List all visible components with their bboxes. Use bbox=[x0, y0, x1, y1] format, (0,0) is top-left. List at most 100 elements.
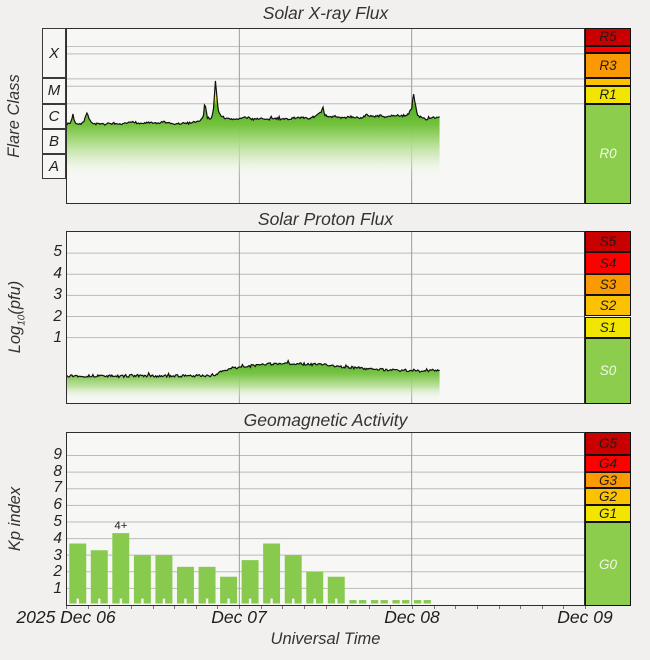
kp-ytick: 1 bbox=[53, 580, 62, 598]
kp-bar-notch bbox=[335, 598, 338, 604]
kp-bar bbox=[263, 543, 281, 604]
kp-bar-notch bbox=[162, 598, 166, 604]
scale-box-g4: G4 bbox=[585, 454, 631, 472]
x-minor-tick bbox=[109, 606, 111, 609]
kp-bar-notch bbox=[227, 598, 230, 604]
x-minor-tick bbox=[195, 606, 197, 609]
flare-class-box-c: C bbox=[42, 103, 66, 129]
x-minor-tick bbox=[303, 606, 305, 609]
kp-bar bbox=[133, 555, 151, 604]
scale-box-stripe bbox=[585, 78, 631, 86]
kp-bar bbox=[220, 576, 238, 604]
x-axis-label: Dec 09 bbox=[557, 607, 613, 627]
kp-ytick: 3 bbox=[53, 546, 62, 564]
x-minor-tick bbox=[541, 606, 543, 609]
kp-bar bbox=[306, 571, 324, 604]
kp-bar-notch bbox=[378, 598, 381, 604]
kp-bar bbox=[284, 555, 302, 604]
x-minor-tick bbox=[455, 606, 457, 609]
flare-class-box-b: B bbox=[42, 128, 66, 154]
kp-bar bbox=[155, 555, 173, 604]
kp-bar bbox=[176, 566, 194, 604]
s-scale-column: S5 S4 S3 S2 S1 S0 bbox=[585, 231, 631, 404]
scale-box-s0: S0 bbox=[585, 337, 631, 404]
x-minor-tick bbox=[347, 606, 349, 609]
scale-box-s4: S4 bbox=[585, 252, 631, 274]
x-minor-tick bbox=[412, 606, 413, 609]
scale-box-r1: R1 bbox=[585, 86, 631, 104]
x-minor-tick bbox=[130, 606, 132, 609]
scale-box-g5: G5 bbox=[585, 432, 631, 455]
xray-title: Solar X-ray Flux bbox=[262, 3, 389, 23]
proton-plot bbox=[67, 232, 584, 403]
x-minor-tick bbox=[66, 606, 67, 609]
scale-box-s2: S2 bbox=[585, 295, 631, 317]
x-minor-tick bbox=[563, 606, 565, 609]
kp-bar-notch bbox=[184, 598, 187, 604]
flux-line bbox=[67, 358, 440, 379]
xray-plot bbox=[67, 29, 584, 203]
proton-panel bbox=[66, 231, 585, 404]
flux-line bbox=[67, 80, 440, 126]
flare-class-ylabel: Flare Class bbox=[5, 74, 23, 158]
scale-box-g1: G1 bbox=[585, 505, 631, 522]
kp-ytick: 7 bbox=[53, 479, 62, 497]
x-minor-tick bbox=[368, 606, 370, 609]
scale-box-stripe bbox=[585, 45, 631, 54]
x-axis-label: Dec 08 bbox=[384, 607, 440, 627]
kp-annotation: 4+ bbox=[114, 520, 127, 532]
kp-ytick: 6 bbox=[53, 496, 62, 514]
x-minor-tick bbox=[152, 606, 154, 609]
scale-box-g2: G2 bbox=[585, 488, 631, 506]
geomag-plot: 4+ bbox=[67, 433, 584, 605]
geomag-title: Geomagnetic Activity bbox=[243, 410, 408, 430]
x-minor-tick bbox=[260, 606, 262, 609]
scale-box-g0: G0 bbox=[585, 522, 631, 606]
x-minor-tick bbox=[325, 606, 327, 609]
kp-bar-notch bbox=[141, 598, 144, 604]
kp-ytick: 4 bbox=[53, 529, 62, 547]
kp-bar-notch bbox=[119, 598, 123, 604]
kp-bar-notch bbox=[421, 598, 424, 604]
x-minor-tick bbox=[282, 606, 284, 609]
xray-panel bbox=[66, 28, 585, 204]
proton-ytick: 2 bbox=[53, 307, 62, 325]
scale-box-r3: R3 bbox=[585, 53, 631, 79]
scale-box-r0: R0 bbox=[585, 103, 631, 204]
scale-box-r5: R5 bbox=[585, 28, 631, 46]
kp-bar bbox=[198, 566, 216, 604]
proton-ytick: 4 bbox=[53, 264, 62, 282]
kp-bar bbox=[90, 550, 108, 604]
flux-fill bbox=[67, 80, 440, 203]
x-minor-tick bbox=[498, 606, 500, 609]
x-minor-tick bbox=[520, 606, 522, 609]
x-minor-tick bbox=[174, 606, 176, 609]
x-minor-tick bbox=[476, 606, 478, 609]
kp-bar bbox=[112, 533, 130, 604]
scale-box-s1: S1 bbox=[585, 316, 631, 338]
x-minor-tick bbox=[390, 606, 392, 609]
kp-bar-notch bbox=[270, 598, 273, 604]
kp-ytick: 2 bbox=[53, 563, 62, 581]
kp-ytick: 5 bbox=[53, 513, 62, 530]
kp-bar bbox=[327, 576, 345, 604]
kp-bar-notch bbox=[356, 598, 359, 604]
kp-bar-notch bbox=[313, 598, 316, 604]
x-minor-tick bbox=[87, 606, 89, 609]
scale-box-s3: S3 bbox=[585, 273, 631, 296]
kp-ytick: 9 bbox=[53, 445, 62, 463]
x-axis-title: Universal Time bbox=[270, 630, 381, 648]
proton-ytick: 3 bbox=[53, 286, 62, 304]
x-minor-tick bbox=[433, 606, 435, 609]
geomag-panel: 4+ bbox=[66, 432, 585, 606]
kp-bar-notch bbox=[248, 598, 252, 604]
x-minor-tick bbox=[585, 606, 586, 609]
proton-ytick: 5 bbox=[53, 243, 62, 261]
x-axis-label: 2025 Dec 06 bbox=[16, 607, 116, 627]
kp-bar-notch bbox=[76, 598, 79, 604]
g-scale-column: G5 G4 G3 G2 G1 G0 bbox=[585, 432, 631, 606]
kp-bar-notch bbox=[399, 598, 403, 604]
kp-ytick: 8 bbox=[53, 462, 62, 480]
kp-bar bbox=[69, 543, 87, 604]
